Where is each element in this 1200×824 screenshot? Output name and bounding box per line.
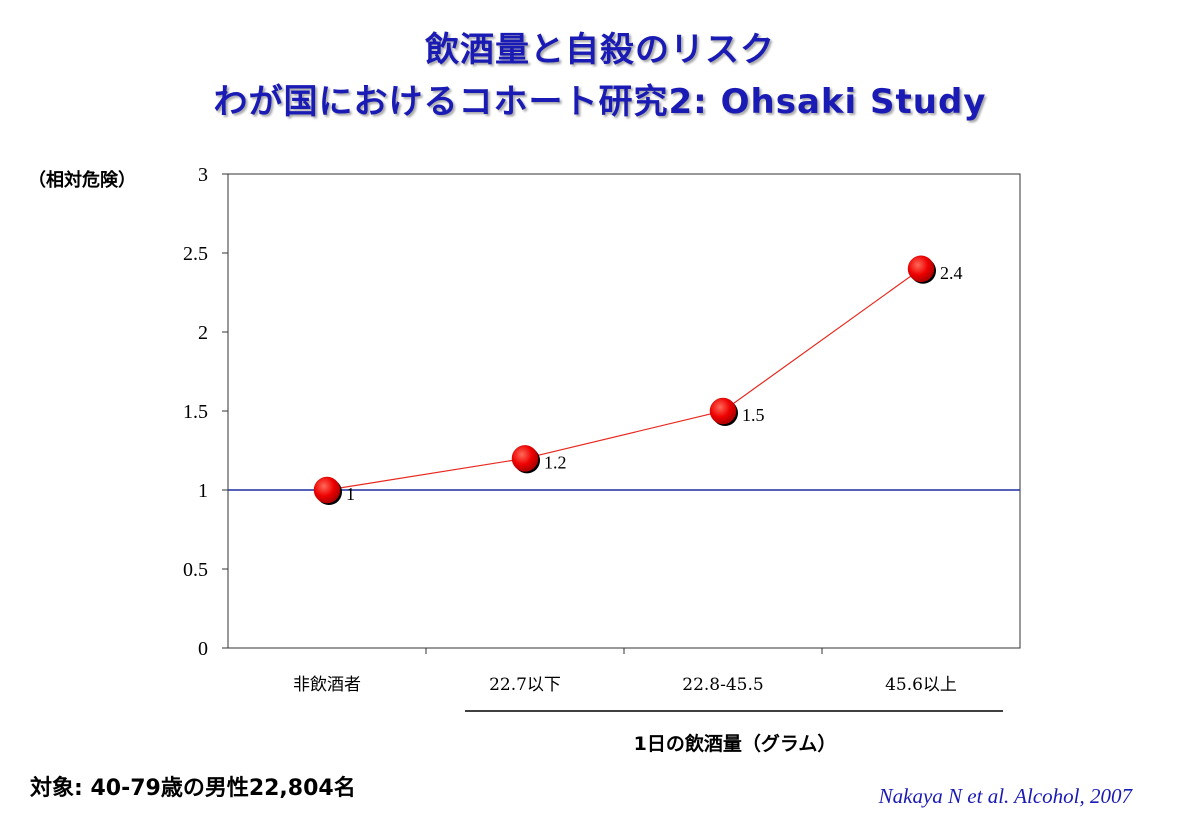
- data-label: 1.5: [742, 405, 765, 425]
- x-tick-label: 22.7以下: [489, 675, 561, 695]
- y-tick-label: 2.5: [183, 243, 208, 265]
- x-tick-label: 45.6以上: [885, 675, 957, 695]
- data-label: 1.2: [544, 452, 567, 472]
- data-label: 2.4: [940, 263, 963, 283]
- citation: Nakaya N et al. Alcohol, 2007: [878, 784, 1132, 808]
- x-tick-label: 非飲酒者: [293, 675, 361, 695]
- data-point: [511, 445, 539, 472]
- data-point: [907, 255, 935, 283]
- y-tick-label: 3: [198, 164, 208, 186]
- data-point: [313, 476, 341, 504]
- title-line-1: 飲酒量と自殺のリスク: [425, 30, 775, 70]
- y-tick-label: 0.5: [183, 559, 208, 581]
- x-axis-label: 1日の飲酒量（グラム）: [634, 732, 837, 755]
- data-label: 1: [346, 484, 355, 504]
- subjects-note: 対象: 40-79歳の男性22,804名: [30, 776, 356, 801]
- title-line-2: わが国におけるコホート研究2: Ohsaki Study: [213, 82, 987, 122]
- y-tick-label: 2: [198, 322, 208, 344]
- series-line: [326, 268, 922, 491]
- y-tick-label: 1: [198, 480, 208, 502]
- x-tick-label: 22.8-45.5: [682, 675, 763, 695]
- y-axis-label: （相対危険）: [28, 169, 136, 191]
- y-tick-label: 1.5: [183, 401, 208, 423]
- data-point: [709, 397, 737, 425]
- y-tick-label: 0: [198, 638, 208, 660]
- plot-area: [227, 173, 1021, 649]
